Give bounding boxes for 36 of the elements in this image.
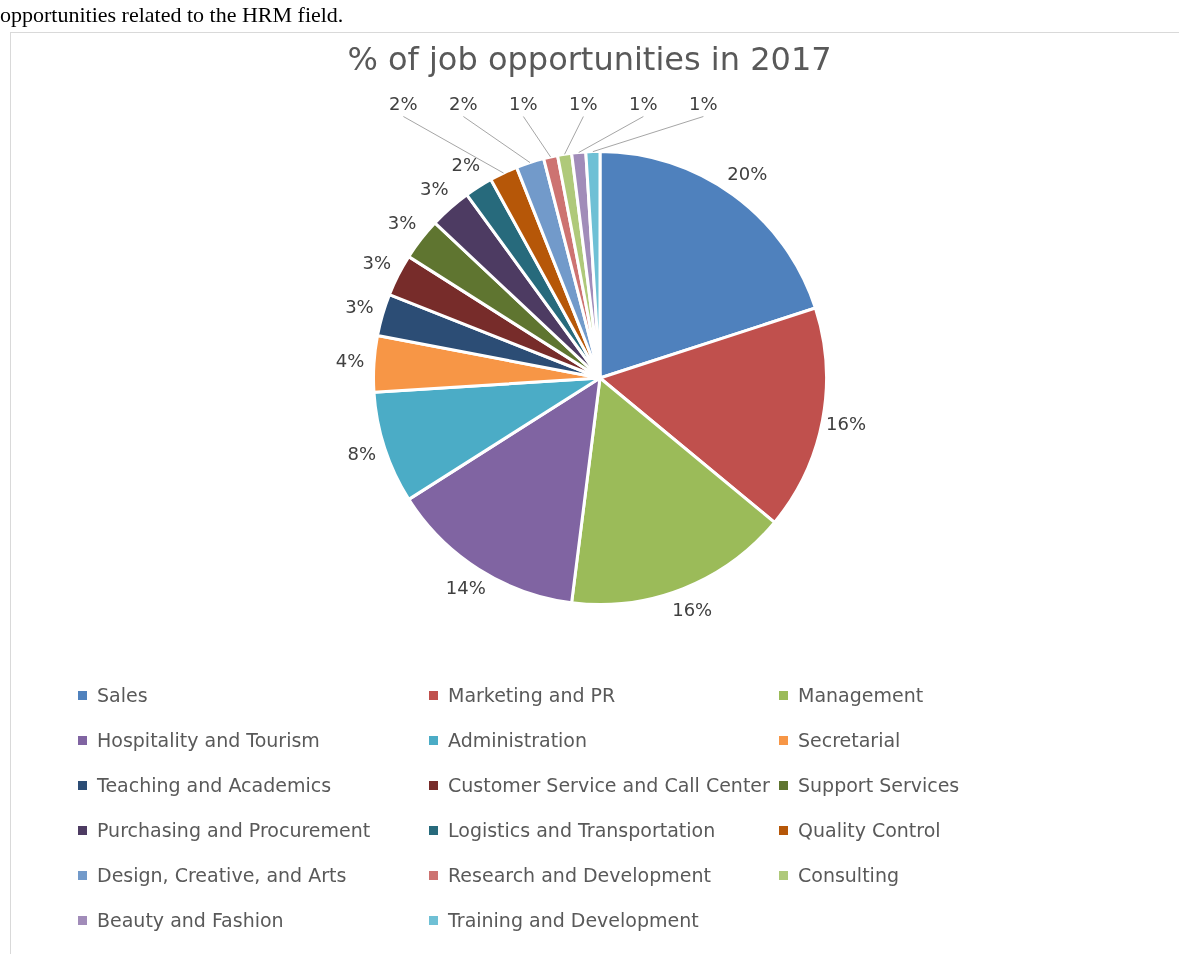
chart-title: % of job opportunities in 2017 xyxy=(346,40,833,78)
legend-label: Marketing and PR xyxy=(448,684,616,706)
legend-label: Logistics and Transportation xyxy=(448,819,716,841)
data-label: 3% xyxy=(420,177,449,199)
data-label: 2% xyxy=(389,93,418,115)
legend-label: Research and Development xyxy=(448,864,711,886)
data-label: 1% xyxy=(629,93,658,115)
legend-label: Beauty and Fashion xyxy=(97,909,284,931)
data-label: 2% xyxy=(451,154,481,176)
data-label: 4% xyxy=(335,349,365,371)
legend-label: Secretarial xyxy=(798,729,901,751)
data-label: 2% xyxy=(449,93,478,115)
legend-label: Management xyxy=(798,684,924,706)
legend-label: Quality Control xyxy=(798,819,941,841)
data-label: 8% xyxy=(347,443,377,465)
data-label: 3% xyxy=(345,295,374,317)
legend-label: Administration xyxy=(448,729,588,751)
data-label: 16% xyxy=(826,412,867,434)
data-label: 3% xyxy=(387,212,417,234)
data-label: 1% xyxy=(509,93,538,115)
legend-label: Hospitality and Tourism xyxy=(97,729,320,751)
legend-label: Design, Creative, and Arts xyxy=(97,864,347,886)
legend-label: Consulting xyxy=(798,864,899,886)
legend-label: Customer Service and Call Center xyxy=(448,774,770,796)
legend-label: Sales xyxy=(97,684,148,706)
legend-label: Support Services xyxy=(798,774,960,796)
text: opportunities related to the HRM field. xyxy=(0,2,344,28)
legend-label: Teaching and Academics xyxy=(97,774,332,796)
data-label: 3% xyxy=(362,251,392,273)
data-label: 16% xyxy=(672,598,713,620)
legend-label: Purchasing and Procurement xyxy=(97,819,371,841)
data-label: 14% xyxy=(445,577,486,599)
data-label: 20% xyxy=(727,163,768,185)
data-label: 1% xyxy=(689,93,718,115)
legend-label: Training and Development xyxy=(448,909,699,931)
data-label: 1% xyxy=(569,93,598,115)
